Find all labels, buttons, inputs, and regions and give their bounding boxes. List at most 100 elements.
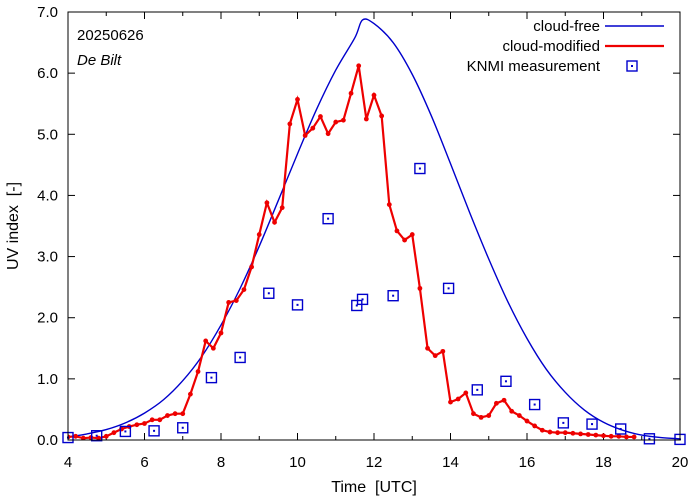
cloud-modified-point <box>562 430 568 436</box>
cloud-modified-point <box>172 411 178 417</box>
cloud-modified-point <box>570 430 576 436</box>
cloud-modified-line <box>68 65 635 440</box>
knmi-measurement-point <box>90 430 103 442</box>
knmi-measurement-point-dot <box>95 434 98 437</box>
knmi-measurement-point <box>177 422 189 434</box>
knmi-measurement-point-dot <box>392 294 395 297</box>
knmi-measurement-point-frame <box>615 423 627 435</box>
cloud-modified-point <box>249 264 255 270</box>
y-tick-label: 1.0 <box>37 371 58 388</box>
cloud-modified-point <box>555 430 560 436</box>
knmi-measurement-point-frame <box>234 351 246 364</box>
knmi-measurement-point-dot <box>327 217 330 220</box>
cloud-modified-point <box>539 427 545 433</box>
knmi-measurement-point <box>442 282 455 295</box>
x-tick-label: 20 <box>672 454 689 471</box>
y-tick-label: 4.0 <box>37 187 58 204</box>
cloud-modified-point <box>379 113 385 119</box>
cloud-modified-point <box>210 345 216 351</box>
knmi-measurement-point-frame <box>263 287 275 299</box>
knmi-measurement-point-frame <box>414 162 426 175</box>
y-tick-label: 0.0 <box>37 432 58 449</box>
cloud-modified-point <box>325 131 331 137</box>
x-tick-label: 18 <box>595 454 612 471</box>
knmi-measurement-point <box>351 299 363 312</box>
legend-label-cloud-free: cloud-free <box>533 18 600 35</box>
cloud-modified-point <box>593 432 599 438</box>
knmi-measurement-point-dot <box>447 287 450 290</box>
knmi-measurement-point <box>234 351 246 364</box>
knmi-measurement-point-dot <box>296 303 299 306</box>
legend-swatch-knmi-measurement <box>626 60 638 72</box>
legend-marker-square <box>626 60 638 72</box>
cloud-modified-point <box>425 345 430 351</box>
cloud-modified-point <box>356 63 362 69</box>
cloud-modified-point <box>310 125 316 131</box>
knmi-measurement-point-dot <box>418 167 421 170</box>
knmi-measurement-point <box>586 418 598 430</box>
cloud-modified-point <box>616 433 622 439</box>
cloud-modified-point <box>402 237 407 243</box>
cloud-modified-point <box>103 433 109 439</box>
location-annotation: De Bilt <box>77 52 122 69</box>
x-tick-label: 14 <box>442 454 459 471</box>
knmi-measurement-point-dot <box>210 376 213 379</box>
measurement-points <box>62 162 686 446</box>
cloud-modified-point <box>601 433 606 439</box>
cloud-modified-point <box>578 431 583 437</box>
knmi-measurement-point-frame <box>90 430 103 442</box>
knmi-measurement-point-frame <box>557 417 570 429</box>
cloud-modified-point <box>631 434 637 440</box>
cloud-modified-point <box>287 121 293 127</box>
cloud-modified-point <box>585 432 591 437</box>
cloud-modified-point <box>256 232 262 237</box>
x-axis-label: Time [UTC] <box>331 479 417 496</box>
cloud-modified-point <box>80 435 86 440</box>
knmi-measurement-point-dot <box>619 427 622 430</box>
x-tick-label: 4 <box>64 454 72 471</box>
knmi-measurement-point-frame <box>586 418 598 430</box>
cloud-modified-point <box>157 417 163 423</box>
y-tick-label: 3.0 <box>37 249 58 266</box>
cloud-modified-point <box>478 414 484 420</box>
legend-marker-square-frame <box>626 60 638 72</box>
y-tick-label: 5.0 <box>37 126 58 143</box>
knmi-measurement-point-dot <box>239 356 242 359</box>
cloud-free-line <box>68 18 680 440</box>
cloud-modified-point <box>318 114 323 119</box>
knmi-measurement-point <box>263 287 275 299</box>
cloud-modified-point <box>226 300 232 305</box>
knmi-measurement-point-dot <box>562 421 565 424</box>
cloud-modified-point <box>134 422 140 428</box>
cloud-modified-point <box>233 298 239 303</box>
knmi-measurement-point <box>119 425 132 438</box>
cloud-modified-point <box>341 117 346 123</box>
knmi-measurement-point-dot <box>476 388 479 391</box>
cloud-modified-point <box>348 90 354 96</box>
cloud-modified-point <box>463 390 469 396</box>
cloud-modified-point <box>272 219 277 225</box>
cloud-modified-point <box>302 133 308 138</box>
knmi-measurement-point-frame <box>205 371 218 384</box>
cloud-modified-point <box>394 228 400 234</box>
cloud-modified-point <box>165 413 170 418</box>
knmi-measurement-point <box>387 290 399 302</box>
knmi-measurement-point <box>148 425 160 437</box>
axis-ticks <box>67 11 681 441</box>
knmi-measurement-point-dot <box>124 430 127 433</box>
knmi-measurement-point-dot <box>504 380 507 383</box>
knmi-measurement-point-dot <box>181 426 184 429</box>
knmi-measurement-point <box>615 423 627 435</box>
x-tick-labels: 4 6 8 10 12 14 16 18 20 <box>64 454 689 471</box>
cloud-modified-point <box>203 338 209 344</box>
legend-marker-square-dot <box>631 65 633 67</box>
knmi-measurement-point-frame <box>291 299 304 311</box>
cloud-modified-point <box>73 433 79 439</box>
y-tick-label: 7.0 <box>37 4 58 21</box>
knmi-measurement-point <box>414 162 426 175</box>
knmi-measurement-point-frame <box>442 282 455 295</box>
x-tick-label: 12 <box>366 454 383 471</box>
cloud-modified-point <box>188 391 193 397</box>
cloud-modified-point <box>149 417 155 423</box>
knmi-measurement-point-frame <box>500 375 512 388</box>
